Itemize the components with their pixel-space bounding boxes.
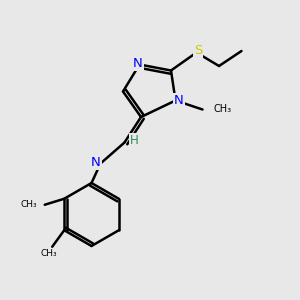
- Text: CH₃: CH₃: [213, 104, 231, 115]
- Text: N: N: [174, 94, 184, 107]
- Text: CH₃: CH₃: [41, 249, 58, 258]
- Text: N: N: [133, 56, 143, 70]
- Text: N: N: [91, 155, 101, 169]
- Text: H: H: [130, 134, 139, 147]
- Text: CH₃: CH₃: [21, 200, 37, 209]
- Text: S: S: [194, 44, 202, 58]
